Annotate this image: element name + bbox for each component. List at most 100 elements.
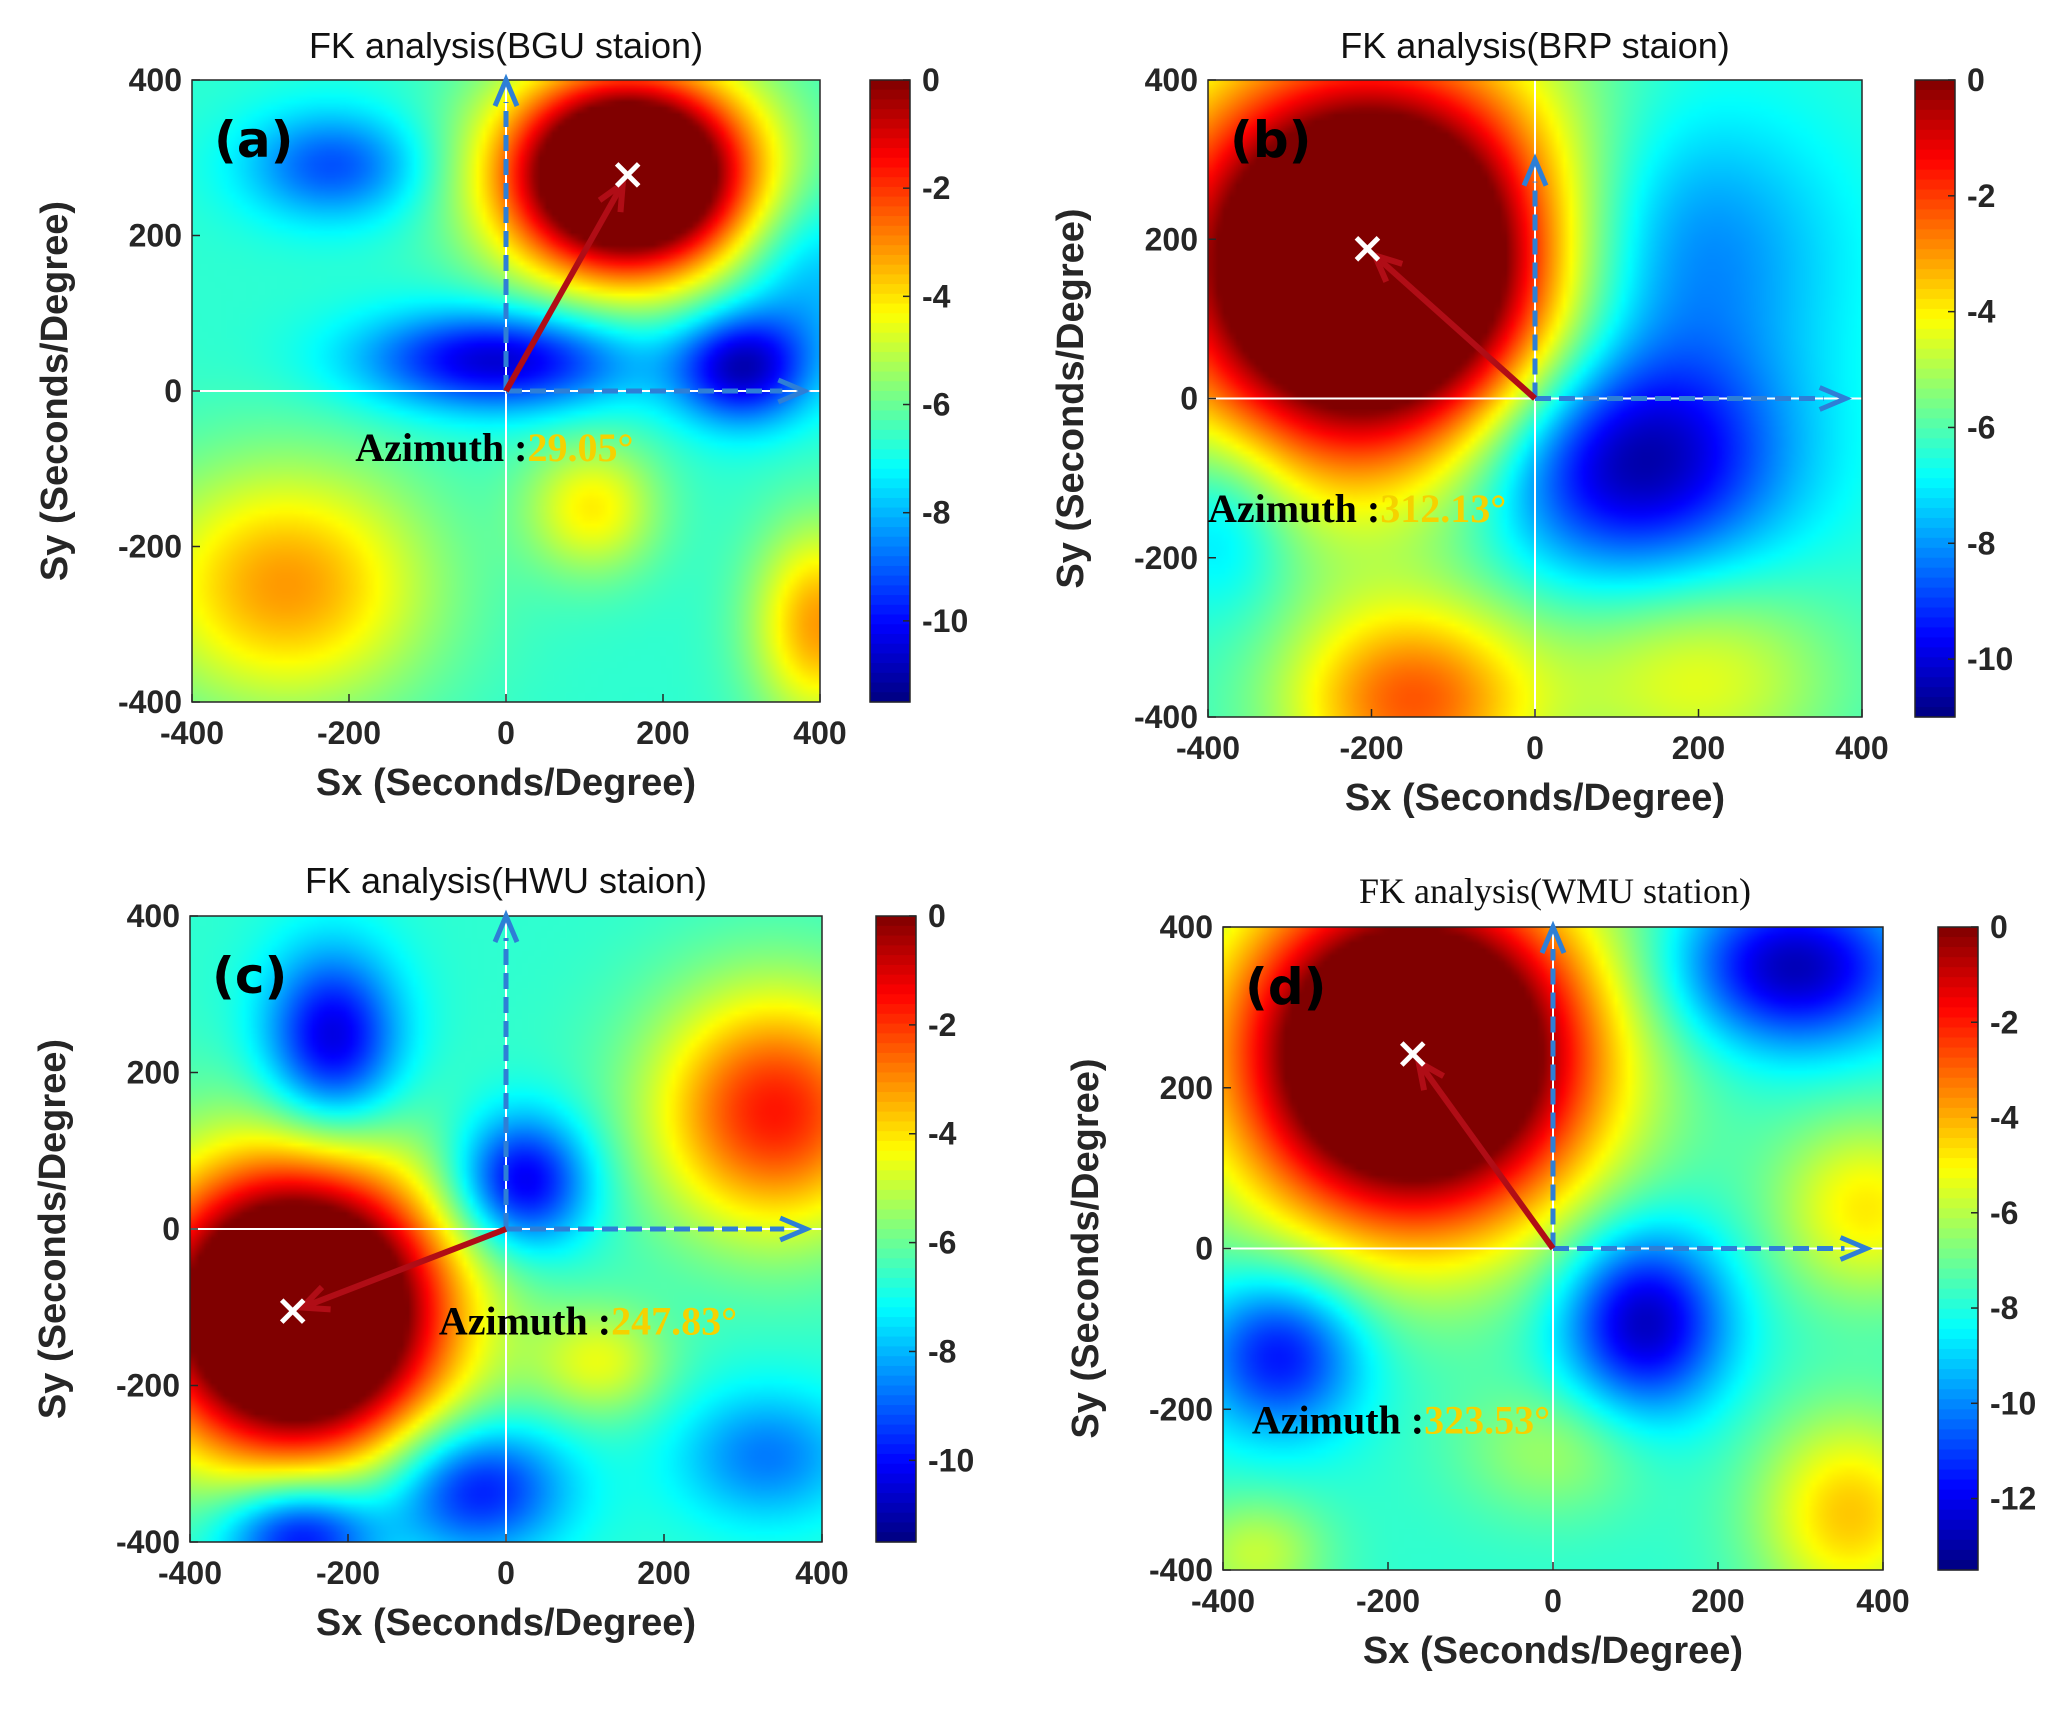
colorbar-segment: [870, 313, 910, 324]
colorbar-segment: [1938, 1359, 1978, 1370]
colorbar-segment: [1938, 1218, 1978, 1230]
colorbar-segment: [1938, 1077, 1978, 1089]
colorbar-segment: [870, 565, 910, 577]
colorbar-segment: [1915, 617, 1955, 629]
colorbar-segment: [870, 420, 910, 431]
colorbar-segment: [1938, 1228, 1978, 1240]
colorbar-tick-label: -10: [922, 603, 968, 639]
colorbar-segment: [1938, 1348, 1978, 1360]
colorbar-segment: [876, 1209, 916, 1220]
panel-label: (a): [214, 111, 293, 169]
colorbar-segment: [1915, 298, 1955, 310]
colorbar-segment: [1915, 99, 1955, 111]
colorbar-segment: [1938, 1489, 1978, 1501]
y-tick-label: -200: [1149, 1391, 1213, 1427]
colorbar-segment: [1938, 1389, 1978, 1400]
colorbar-segment: [876, 1277, 916, 1289]
colorbar-segment: [1915, 507, 1955, 519]
panel-label: (c): [212, 947, 287, 1005]
azimuth-arrow-shaft: [1416, 1060, 1556, 1251]
colorbar-segment: [870, 410, 910, 421]
peak-marker-stroke: [1399, 1041, 1426, 1067]
chart-title: FK analysis(BRP staion): [1340, 25, 1729, 66]
azimuth-arrow-shaft: [503, 182, 626, 393]
colorbar-segment: [876, 1317, 916, 1328]
colorbar-segment: [870, 371, 910, 382]
colorbar-segment: [1915, 129, 1955, 141]
colorbar-segment: [1915, 627, 1955, 638]
x-tick-label: 200: [1672, 730, 1725, 766]
colorbar-segment: [876, 1121, 916, 1132]
colorbar-segment: [876, 994, 916, 1005]
colorbar-segment: [870, 80, 910, 91]
y-tick-label: -400: [1134, 699, 1198, 735]
colorbar-segment: [1938, 957, 1978, 968]
colorbar-tick-label: 0: [922, 62, 940, 98]
chart-title: FK analysis(HWU staion): [305, 860, 707, 901]
azimuth-value: 247.83°: [611, 1299, 737, 1344]
colorbar-segment: [1938, 1168, 1978, 1179]
colorbar-segment: [1938, 1308, 1978, 1320]
colorbar-segment: [870, 692, 910, 703]
azimuth-value: 312.13°: [1380, 486, 1506, 531]
colorbar-tick-label: -4: [1990, 1100, 2019, 1136]
colorbar-segment: [1938, 1278, 1978, 1290]
colorbar-tick-label: 0: [1967, 62, 1985, 98]
azimuth-value: 29.05°: [527, 425, 633, 470]
colorbar-segment: [1915, 328, 1955, 340]
colorbar-segment: [870, 332, 910, 344]
x-axis-label: Sx (Seconds/Degree): [316, 762, 696, 804]
colorbar-segment: [876, 1463, 916, 1475]
colorbar-segment: [1938, 1328, 1978, 1340]
colorbar-segment: [1938, 1107, 1978, 1119]
colorbar-segment: [870, 167, 910, 178]
colorbar-segment: [1915, 219, 1955, 230]
colorbar-segment: [870, 614, 910, 625]
colorbar-segment: [876, 974, 916, 986]
fk-panel-d: -400 -200 0 200 400 -400 -200 0 200 400 Sx (Second…: [1065, 871, 2036, 1672]
x-tick-label: -400: [1191, 1583, 1255, 1619]
colorbar-segment: [870, 177, 910, 188]
colorbar-segment: [1915, 139, 1955, 151]
colorbar-segment: [1938, 1188, 1978, 1199]
colorbar-segment: [876, 1395, 916, 1406]
colorbar-segment: [876, 1287, 916, 1299]
x-axis-label: Sx (Seconds/Degree): [1345, 777, 1725, 819]
colorbar-segment: [1938, 1047, 1978, 1059]
colorbar-tick-label: -2: [928, 1007, 956, 1043]
y-tick-label: -400: [1149, 1552, 1213, 1588]
colorbar-segment: [1938, 1559, 1978, 1571]
colorbar-segment: [870, 245, 910, 256]
colorbar-segment: [870, 507, 910, 518]
x-tick-label: -400: [160, 715, 224, 751]
colorbar-segment: [876, 1532, 916, 1543]
chart-title: FK analysis(BGU staion): [309, 25, 703, 66]
colorbar-segment: [1915, 408, 1955, 420]
colorbar-segment: [870, 264, 910, 275]
peak-marker-stroke: [1354, 236, 1381, 262]
colorbar-segment: [870, 488, 910, 499]
colorbar-segment: [1915, 80, 1955, 91]
colorbar-segment: [870, 216, 910, 227]
colorbar-segment: [876, 1238, 916, 1250]
colorbar-segment: [876, 1140, 916, 1152]
colorbar-segment: [870, 128, 910, 139]
colorbar-segment: [876, 1512, 916, 1524]
y-tick-label: -400: [118, 684, 182, 720]
colorbar-tick-label: 0: [928, 898, 946, 934]
colorbar-segment: [876, 1170, 916, 1181]
colorbar-segment: [1938, 1439, 1978, 1451]
colorbar-segment: [870, 682, 910, 693]
colorbar-segment: [870, 468, 910, 480]
colorbar-segment: [1915, 348, 1955, 360]
colorbar-segment: [876, 1219, 916, 1230]
colorbar-segment: [1938, 1067, 1978, 1079]
colorbar-segment: [1915, 249, 1955, 260]
colorbar-segment: [1915, 418, 1955, 429]
colorbar-segment: [1938, 1298, 1978, 1310]
colorbar-segment: [870, 89, 910, 101]
colorbar-segment: [876, 955, 916, 966]
colorbar-segment: [1938, 1087, 1978, 1099]
colorbar-tick-label: -6: [1990, 1195, 2018, 1231]
colorbar-segment: [1938, 1499, 1978, 1511]
